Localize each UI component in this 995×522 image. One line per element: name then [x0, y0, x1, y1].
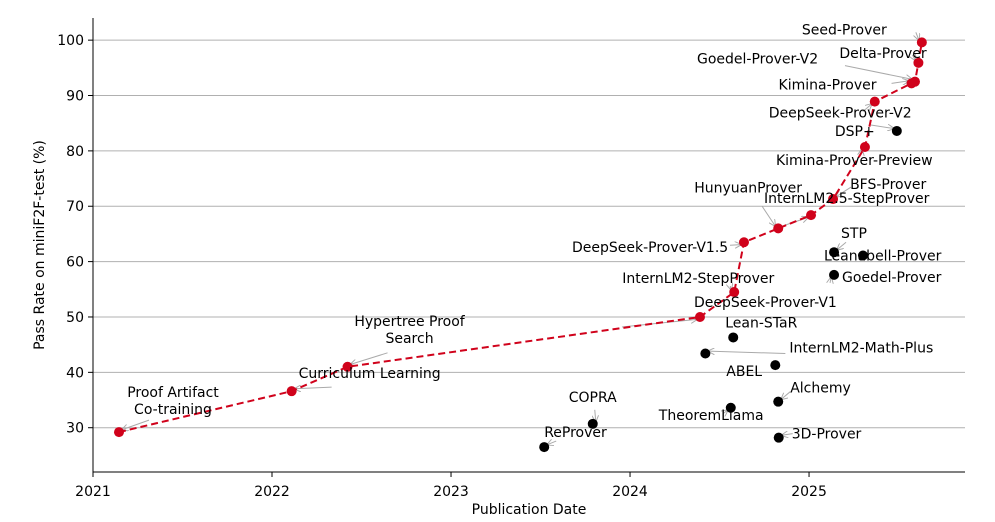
- annotation-arrow: [836, 186, 852, 197]
- y-axis-title: Pass Rate on miniF2F-test (%): [32, 140, 48, 350]
- frontier-line: [118, 42, 923, 434]
- y-tick-label: 50: [66, 310, 84, 326]
- annotation-arrow: [547, 441, 557, 445]
- point-label: Seed-Prover: [802, 22, 887, 38]
- point-label: InternLM2-StepProver: [622, 271, 774, 287]
- y-tick-label: 70: [66, 199, 84, 215]
- point-label: BFS-Prover: [850, 177, 926, 193]
- point-label: Hypertree Proof Search: [354, 314, 465, 347]
- y-tick-label: 90: [66, 89, 84, 105]
- point-label: Goedel-Prover: [842, 270, 942, 286]
- frontier-point: [916, 37, 927, 48]
- other-point: [770, 360, 781, 371]
- point-label: DeepSeek-Prover-V2: [769, 106, 912, 122]
- y-tick-label: 40: [66, 365, 84, 381]
- y-tick-label: 100: [57, 33, 84, 49]
- point-labels: Proof Artifact Co-training Curriculum Lear…: [127, 22, 941, 442]
- frontier-point: [828, 194, 839, 205]
- annotation-arrow: [862, 104, 872, 112]
- point-label: Kimina-Prover: [779, 77, 877, 93]
- frontier-point: [773, 223, 784, 234]
- frontier-dashed-line: [118, 42, 923, 434]
- x-tick-label: 2023: [433, 484, 469, 500]
- tick-marks: 30 40 50 60 70 80 90 100 2021 2022 2023 2024 2025: [57, 33, 827, 500]
- other-point: [587, 418, 598, 429]
- point-label: Alchemy: [790, 381, 851, 397]
- other-point: [891, 125, 902, 136]
- annotation-arrow: [870, 125, 894, 129]
- gridlines: [93, 39, 965, 429]
- annotation-arrow: [844, 65, 912, 80]
- x-tick-label: 2025: [791, 484, 827, 500]
- point-label: Kimina-Prover-Preview: [776, 153, 933, 169]
- other-point: [728, 332, 739, 343]
- other-point: [773, 396, 784, 407]
- other-point: [857, 250, 868, 261]
- other-point: [700, 348, 711, 359]
- point-label: ReProver: [544, 425, 607, 441]
- point-label: InternLM2-Math-Plus: [789, 341, 933, 357]
- other-point: [773, 432, 784, 443]
- frontier-point: [869, 96, 880, 107]
- other-point: [725, 402, 736, 413]
- point-label: InternLM2.5-StepProver: [764, 191, 930, 207]
- annotation-arrow: [782, 434, 793, 436]
- annotation-arrow: [916, 32, 919, 40]
- point-label: Lean-STaR: [725, 315, 797, 331]
- frontier-point: [342, 361, 353, 372]
- x-axis-title: Publication Date: [472, 502, 587, 518]
- data-points: [113, 37, 927, 453]
- frontier-point: [286, 386, 297, 397]
- y-tick-label: 60: [66, 255, 84, 271]
- other-point: [539, 442, 550, 453]
- annotation-arrow: [351, 352, 388, 365]
- point-label: HunyuanProver: [694, 180, 802, 196]
- x-tick-label: 2022: [254, 484, 290, 500]
- x-tick-label: 2024: [612, 484, 648, 500]
- annotation-arrow: [595, 409, 596, 422]
- frontier-point: [913, 57, 924, 68]
- annotation-arrow: [729, 245, 741, 246]
- annotation-arrow: [761, 206, 775, 226]
- y-tick-label: 30: [66, 421, 84, 437]
- point-label: 3D-Prover: [792, 427, 862, 443]
- point-label: TheoremLlama: [658, 408, 764, 424]
- point-label: Goedel-Prover-V2: [697, 52, 818, 68]
- point-label: Curriculum Learning: [299, 366, 441, 382]
- point-label: Delta-Prover: [839, 46, 927, 62]
- frontier-point: [859, 142, 870, 153]
- frontier-point: [694, 311, 705, 322]
- frontier-point: [113, 427, 124, 438]
- point-label: DeepSeek-Prover-V1: [694, 295, 837, 311]
- frontier-point: [806, 210, 817, 221]
- frontier-point: [729, 287, 740, 298]
- point-label: COPRA: [569, 390, 617, 406]
- point-label: Proof Artifact Co-training: [127, 385, 219, 418]
- point-label: ABEL: [726, 364, 762, 380]
- point-label: DSP+: [835, 124, 875, 140]
- annotation-arrow: [837, 241, 847, 250]
- axes: [92, 18, 965, 473]
- y-tick-label: 80: [66, 144, 84, 160]
- point-label: Leanabell-Prover: [824, 249, 942, 265]
- annotation-arrow: [122, 419, 150, 430]
- x-tick-label: 2021: [75, 484, 111, 500]
- annotation-arrow: [781, 391, 791, 400]
- point-label: STP: [841, 226, 867, 242]
- other-point: [829, 247, 840, 258]
- annotation-arrow: [891, 81, 909, 83]
- frontier-point: [738, 237, 749, 248]
- annotation-arrow: [295, 387, 332, 389]
- other-point: [829, 269, 840, 280]
- annotation-arrow: [708, 351, 786, 353]
- point-label: DeepSeek-Prover-V1.5: [572, 240, 728, 256]
- frontier-point: [909, 76, 920, 87]
